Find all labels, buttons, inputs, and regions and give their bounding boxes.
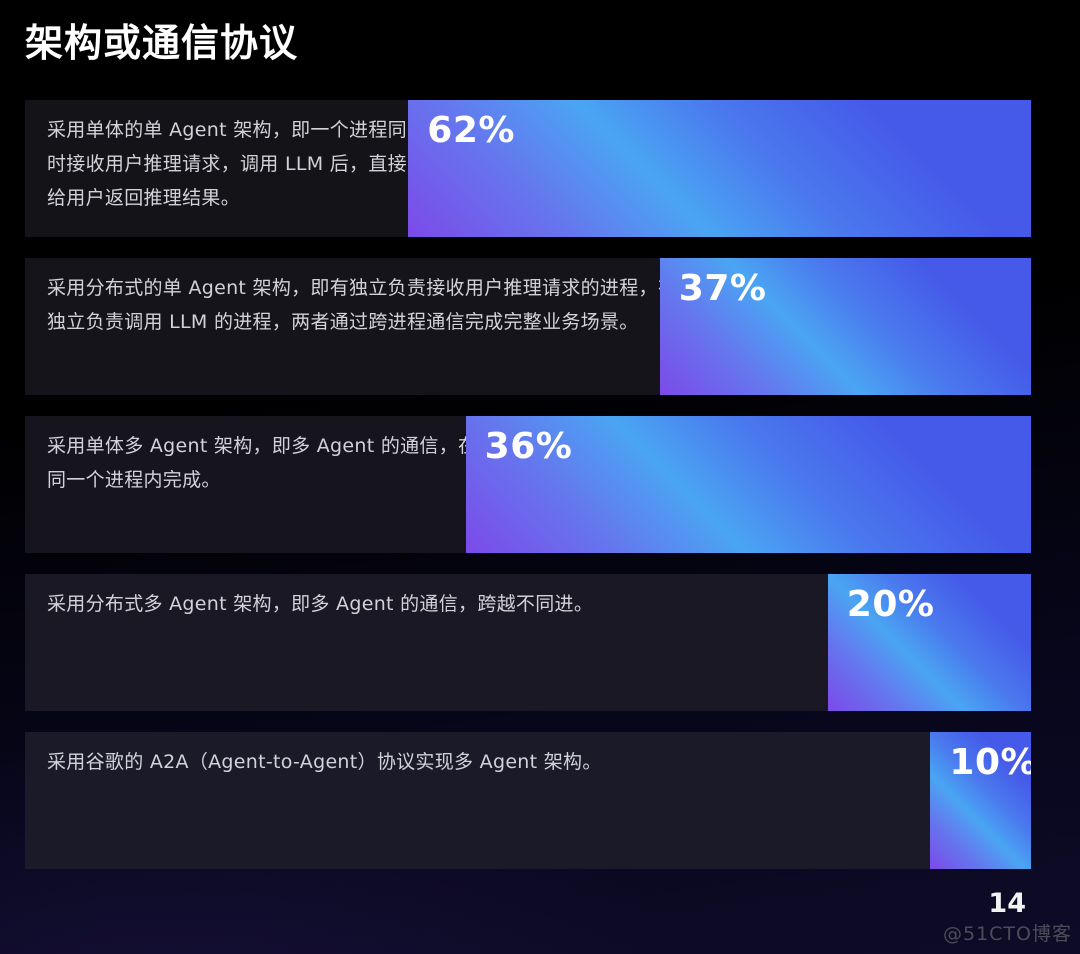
row-5-description: 采用谷歌的 A2A（Agent-to-Agent）协议实现多 Agent 架构。 <box>47 751 602 773</box>
page-title: 架构或通信协议 <box>25 21 299 65</box>
row-4-bar: 20% <box>827 574 1031 711</box>
chart-row-3: 采用单体多 Agent 架构，即多 Agent 的通信，在同一个进程内完成。 3… <box>25 416 1031 553</box>
row-2-description: 采用分布式的单 Agent 架构，即有独立负责接收用户推理请求的进程，有独立负责… <box>47 277 678 334</box>
page-number: 14 <box>988 888 1026 919</box>
row-5-value-label: 10% <box>949 742 1031 783</box>
row-5-bar: 10% <box>930 732 1031 869</box>
chart-row-4: 采用分布式多 Agent 架构，即多 Agent 的通信，跨越不同进。 20% <box>25 574 1031 711</box>
row-1-description: 采用单体的单 Agent 架构，即一个进程同时接收用户推理请求，调用 LLM 后… <box>47 119 407 210</box>
row-3-bar: 36% <box>465 416 1031 553</box>
row-3-description: 采用单体多 Agent 架构，即多 Agent 的通信，在同一个进程内完成。 <box>47 435 478 492</box>
page-footer: 14 @51CTO博客 <box>943 890 1072 946</box>
row-2-value-label: 37% <box>678 268 767 309</box>
row-3-value-label: 36% <box>484 426 573 467</box>
watermark: @51CTO博客 <box>942 923 1072 945</box>
chart-row-5: 采用谷歌的 A2A（Agent-to-Agent）协议实现多 Agent 架构。… <box>25 732 1031 869</box>
bar-chart: 采用单体的单 Agent 架构，即一个进程同时接收用户推理请求，调用 LLM 后… <box>25 100 1031 869</box>
row-4-description: 采用分布式多 Agent 架构，即多 Agent 的通信，跨越不同进。 <box>47 593 594 615</box>
row-4-value-label: 20% <box>846 584 935 625</box>
row-1-value-label: 62% <box>427 110 515 151</box>
chart-row-2: 采用分布式的单 Agent 架构，即有独立负责接收用户推理请求的进程，有独立负责… <box>25 258 1031 395</box>
chart-row-1: 采用单体的单 Agent 架构，即一个进程同时接收用户推理请求，调用 LLM 后… <box>25 100 1031 237</box>
row-1-bar: 62% <box>408 100 1031 237</box>
row-2-bar: 37% <box>659 258 1031 395</box>
